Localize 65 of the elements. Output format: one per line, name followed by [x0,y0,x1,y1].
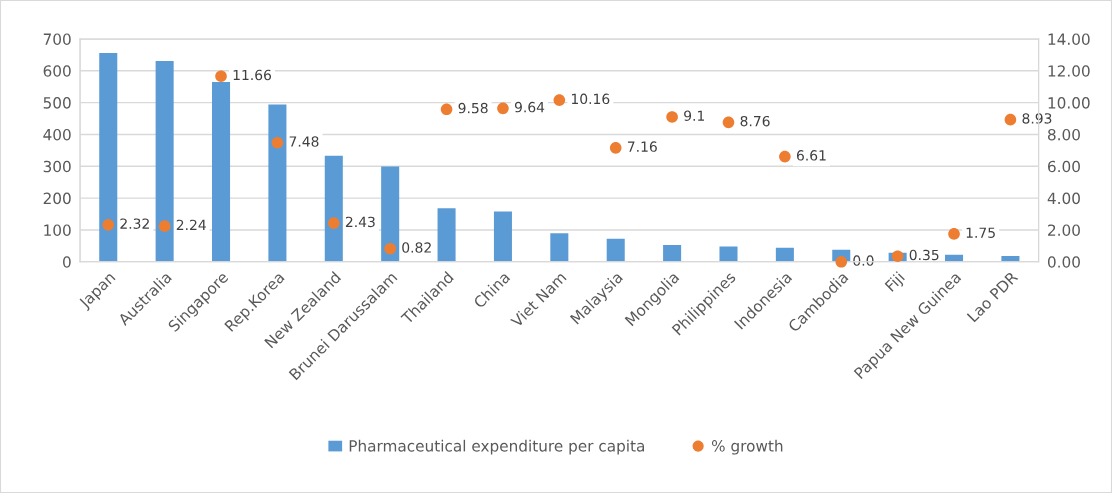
point [1004,113,1017,126]
bar [381,166,400,262]
point [666,111,678,123]
point [215,70,227,82]
y2-tick-label: 10.00 [1048,97,1090,109]
data-label: 0.35 [909,249,939,261]
data-label: 9.64 [514,101,545,113]
point [835,255,848,268]
y-tick-label: 300 [43,160,71,173]
point [327,217,340,229]
bar [324,155,343,262]
data-label: 2.32 [120,218,149,229]
point [779,150,791,163]
y2-tick-label: 4.00 [1047,192,1080,205]
y2-tick-label: 6.00 [1048,160,1080,173]
data-label: 2.24 [176,219,206,230]
y-tick-label: 600 [43,65,71,77]
bar [212,81,231,262]
y-tick-label: 400 [43,128,71,141]
data-label: 7.16 [627,141,657,152]
y-tick-label: 700 [43,33,71,45]
bar [606,238,625,262]
data-label: 6.61 [796,150,826,161]
point [271,136,284,149]
y-tick-label: 200 [43,192,71,205]
bar [493,211,512,262]
data-label: 7.48 [289,136,319,147]
y2-tick-label: 0.00 [1047,256,1080,268]
point [553,94,566,106]
bar [663,244,682,262]
bar [437,208,456,262]
y2-tick-label: 2.00 [1048,224,1080,236]
bar [550,233,569,262]
point [609,142,622,154]
y2-tick-label: 12.00 [1048,65,1090,77]
data-label: 11.66 [233,69,272,81]
y2-tick-label: 8.00 [1047,128,1080,141]
data-label: 0.82 [402,242,431,253]
point [158,220,171,232]
legend-label: Pharmaceutical expenditure per capita [349,439,645,455]
x-tick-label: Fiji [884,271,908,294]
y-tick-label: 0 [63,256,71,268]
bar [268,104,287,262]
point [948,228,960,240]
point [497,102,509,115]
data-label: 8.76 [740,115,770,127]
data-label: 9.1 [684,110,705,121]
y2-tick-label: 14.00 [1048,33,1090,45]
legend-label: % growth [711,439,783,455]
point [384,242,396,255]
data-label: 1.75 [966,227,995,238]
point [722,116,735,129]
bar [99,52,118,262]
data-label: 0.0 [853,255,874,266]
y-tick-label: 100 [44,224,71,236]
bar [775,247,794,262]
data-label: 9.58 [458,102,488,114]
data-label: 10.16 [571,93,610,105]
data-label: 2.43 [345,216,375,228]
bar [719,246,738,262]
bar [155,60,174,262]
point [102,219,115,231]
data-label: 8.93 [1022,113,1052,124]
y-tick-label: 500 [43,97,71,109]
point [440,103,453,116]
